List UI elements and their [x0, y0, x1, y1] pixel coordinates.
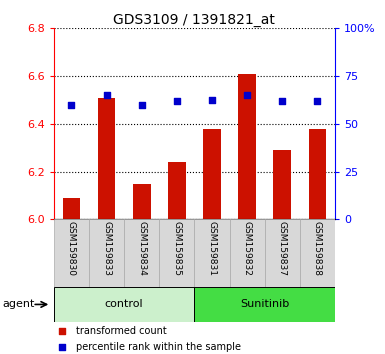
Point — [209, 97, 215, 103]
Text: GSM159838: GSM159838 — [313, 222, 322, 276]
Text: GSM159830: GSM159830 — [67, 222, 76, 276]
FancyBboxPatch shape — [194, 287, 335, 322]
Text: GSM159835: GSM159835 — [172, 222, 181, 276]
FancyBboxPatch shape — [194, 219, 229, 287]
Point — [59, 328, 65, 334]
Point — [104, 92, 110, 98]
Point — [69, 102, 75, 108]
Text: GSM159832: GSM159832 — [243, 222, 252, 276]
Bar — [133, 184, 151, 219]
Bar — [98, 98, 116, 219]
Point — [59, 344, 65, 350]
Bar — [273, 150, 291, 219]
Text: transformed count: transformed count — [76, 326, 167, 336]
FancyBboxPatch shape — [124, 219, 159, 287]
Point — [244, 92, 250, 98]
FancyBboxPatch shape — [54, 219, 89, 287]
Bar — [203, 129, 221, 219]
FancyBboxPatch shape — [229, 219, 264, 287]
FancyBboxPatch shape — [300, 219, 335, 287]
Text: GSM159833: GSM159833 — [102, 222, 111, 276]
Bar — [238, 74, 256, 219]
Point — [174, 98, 180, 104]
Text: control: control — [105, 299, 144, 309]
Point — [314, 98, 320, 104]
Text: GSM159834: GSM159834 — [137, 222, 146, 276]
Point — [279, 98, 285, 104]
FancyBboxPatch shape — [54, 287, 194, 322]
Text: agent: agent — [3, 299, 35, 309]
FancyBboxPatch shape — [264, 219, 300, 287]
Title: GDS3109 / 1391821_at: GDS3109 / 1391821_at — [114, 13, 275, 27]
Text: GSM159831: GSM159831 — [208, 222, 216, 276]
Bar — [168, 162, 186, 219]
FancyBboxPatch shape — [159, 219, 194, 287]
Text: percentile rank within the sample: percentile rank within the sample — [76, 342, 241, 352]
Bar — [63, 198, 80, 219]
FancyBboxPatch shape — [89, 219, 124, 287]
Text: Sunitinib: Sunitinib — [240, 299, 289, 309]
Point — [139, 102, 145, 108]
Bar — [309, 129, 326, 219]
Text: GSM159837: GSM159837 — [278, 222, 287, 276]
